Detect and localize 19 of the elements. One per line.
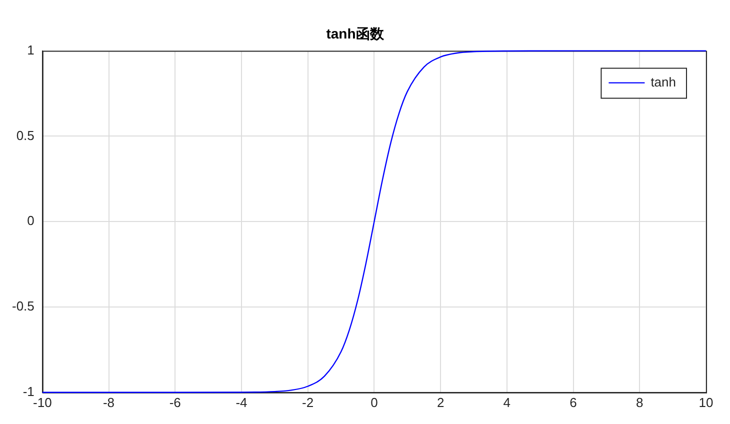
x-tick-label: -10 bbox=[33, 394, 52, 410]
y-tick-label: 0.5 bbox=[16, 128, 34, 143]
y-tick-label: 0 bbox=[27, 213, 34, 228]
x-tick-label: 2 bbox=[436, 394, 444, 410]
x-tick-label: 0 bbox=[370, 394, 378, 410]
legend-label: tanh bbox=[650, 74, 676, 90]
x-tick-label: 6 bbox=[570, 394, 577, 410]
x-tick-label: -6 bbox=[169, 394, 181, 410]
x-tick-label: 8 bbox=[636, 394, 644, 410]
x-tick-label: -2 bbox=[302, 394, 314, 410]
x-tick-label: 10 bbox=[698, 394, 714, 410]
y-tick-label: 1 bbox=[27, 42, 34, 58]
line-series bbox=[42, 50, 707, 393]
y-tick-label: -0.5 bbox=[12, 298, 34, 314]
x-tick-label: 4 bbox=[503, 394, 511, 410]
y-tick-label: -1 bbox=[22, 384, 34, 399]
chart-title: tanh函数 bbox=[326, 25, 385, 42]
x-tick-label: -4 bbox=[236, 394, 248, 410]
x-tick-label: -8 bbox=[102, 394, 115, 410]
